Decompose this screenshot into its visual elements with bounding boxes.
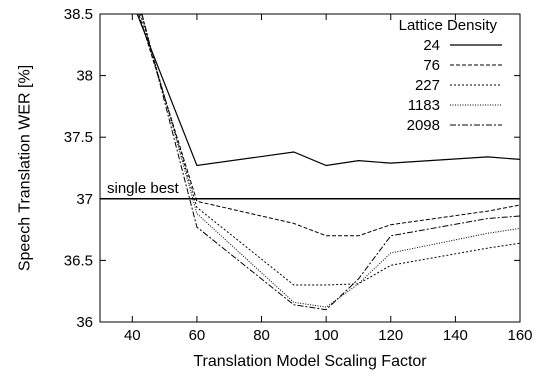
y-tick-label: 37.5: [64, 129, 93, 146]
legend-label-76: 76: [423, 57, 440, 74]
axis-ticks: 40 60 80 100 120 140 160 36 36.5 37 37.5 38 38.5: [64, 6, 533, 344]
x-tick-label: 100: [314, 327, 339, 344]
legend-label-2098: 2098: [407, 117, 440, 134]
legend-label-227: 227: [415, 77, 440, 94]
legend-label-24: 24: [423, 37, 440, 54]
x-tick-label: 80: [253, 327, 270, 344]
y-tick-label: 38.5: [64, 6, 93, 23]
single-best-label: single best: [107, 180, 180, 197]
legend-title: Lattice Density: [399, 17, 498, 34]
series-group: [136, 14, 520, 311]
x-tick-label: 160: [507, 327, 532, 344]
x-tick-label: 40: [124, 327, 141, 344]
y-tick-label: 37: [76, 191, 93, 208]
series-line-76: [138, 14, 520, 237]
x-tick-label: 120: [378, 327, 403, 344]
y-tick-label: 36.5: [64, 252, 93, 269]
plot-frame: [99, 13, 521, 323]
x-axis-label: Translation Model Scaling Factor: [193, 353, 427, 370]
y-tick-label: 38: [76, 68, 93, 85]
series-line-1183: [140, 14, 520, 308]
y-tick-label: 36: [76, 314, 93, 331]
series-line-24: [136, 14, 520, 167]
legend: 24 76 227 1183 2098: [407, 37, 502, 134]
x-tick-label: 60: [189, 327, 206, 344]
legend-label-1183: 1183: [408, 97, 440, 114]
series-line-2098: [141, 14, 520, 311]
x-tick-label: 140: [443, 327, 468, 344]
y-axis-label: Speech Translation WER [%]: [17, 65, 34, 271]
series-line-227: [139, 14, 520, 286]
